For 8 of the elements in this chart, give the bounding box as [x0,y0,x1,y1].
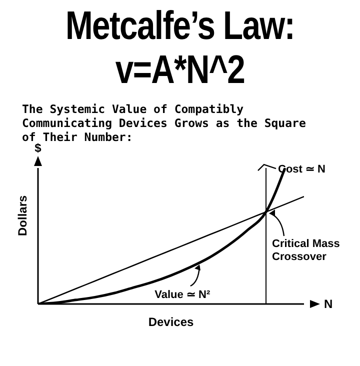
text: $ [34,141,42,155]
text: N [324,297,333,311]
x-axis-title: Devices [148,315,194,329]
y-axis-title: Dollars [15,194,30,236]
chart-subtitle: The Systemic Value of Compatibly Communicating Devices Grows as the Square of Their Number: [22,102,307,144]
annotation: Critical Mass Crossover [272,238,340,263]
series-label: Value ≃ N² [154,289,210,301]
chart-title: Metcalfe’s Law: v=A*N^2 [64,4,296,92]
